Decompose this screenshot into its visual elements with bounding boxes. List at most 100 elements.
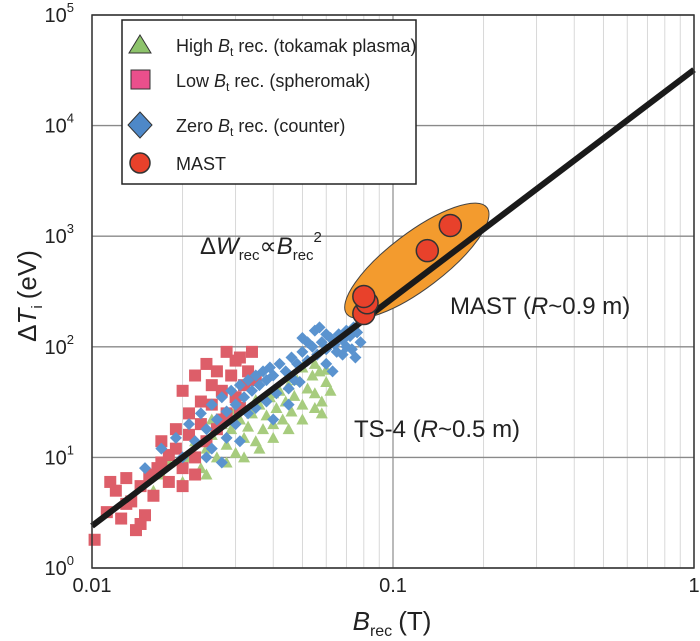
triangle-point [296,413,309,425]
diamond-point [220,405,233,418]
square-point [176,480,189,493]
triangle-point [270,401,283,413]
legend-label-low: Low Bt rec. (spheromak) [176,71,370,94]
diamond-point [245,384,258,397]
diamond-point [326,365,339,378]
legend-marker-square [130,69,151,90]
diamond-point [225,384,238,397]
triangle-point [308,387,321,399]
square-point [115,512,128,525]
triangle-point [225,423,238,435]
triangle-point [308,401,321,413]
diamond-point [267,369,280,382]
square-point [189,468,202,481]
square-point [182,428,195,441]
y-axis-title: ΔTi(eV) [12,250,46,342]
mast-points-layer [352,213,463,326]
diamond-point [210,413,223,426]
diamond-point [182,418,195,431]
x-tick-label: 1 [688,575,699,597]
square-point [162,449,175,462]
diamond-point [253,379,266,392]
triangle-point [315,407,328,419]
y-tick-label: 101 [45,442,74,469]
diamond-point [320,328,333,341]
diamond-point [267,413,280,426]
square-point [162,475,175,488]
scaling-annotation: ΔWrec∝Brec2 [200,229,322,264]
diamond-point [229,398,242,411]
legend-label-zero: Zero Bt rec. (counter) [176,116,345,139]
square-point [134,517,147,530]
square-point [245,345,258,358]
diamond-point [215,456,228,469]
y-tick-label: 105 [45,0,74,27]
x-tick-label: 0.01 [73,575,112,597]
triangle-point [301,382,314,394]
legend: High Bt rec. (tokamak plasma) Low Bt rec… [121,19,417,185]
square-point [215,384,228,397]
diamond-point [273,357,286,370]
square-point [229,354,242,367]
square-point [176,462,189,475]
triangle-point [308,357,321,369]
triangle-point [257,423,270,435]
y-tick-label: 102 [45,332,74,359]
diamond-point [200,423,213,436]
diamond-point [155,442,168,455]
triangle-point [296,398,309,410]
diamond-point [354,336,367,349]
legend-label-high: High Bt rec. (tokamak plasma) [176,36,416,59]
triangle-point [238,451,251,463]
diamond-point [200,451,213,464]
square-point [176,384,189,397]
triangle-point [200,468,213,480]
diamond-point [282,398,295,411]
triangle-point [315,395,328,407]
diamond-point [139,462,152,475]
diamond-point [233,435,246,448]
square-point [220,345,233,358]
diamond-point [169,431,182,444]
triangle-point [220,438,233,450]
square-point [225,369,238,382]
triangle-point [324,384,337,396]
square-point [104,475,117,488]
diamond-point [205,398,218,411]
diamond-point [249,369,262,382]
legend-marker-diamond [127,111,153,139]
diamond-point [301,336,314,349]
triangle-point [267,431,280,443]
diamond-point [238,391,251,404]
square-point [205,379,218,392]
triangle-point [288,389,301,401]
diamond-point [296,345,309,358]
points-layer [88,321,367,546]
diamond-point [233,379,246,392]
square-point [155,435,168,448]
triangle-point [229,446,242,458]
square-point [200,357,213,370]
square-point [182,407,195,420]
square-point [210,365,223,378]
legend-box [121,19,417,185]
y-tick-label: 104 [45,111,74,138]
fit-line [90,67,696,529]
tick-labels: 0.01 0.1 1 100 101 102 103 104 105 [45,0,700,597]
legend-marker-triangle [128,34,152,54]
mast-annotation: MAST (R~0.9 m) [450,293,630,320]
diamond-point [320,357,333,370]
diamond-point [194,407,207,420]
x-axis-title: Brec (T) [353,606,432,640]
square-point [169,423,182,436]
mast-point [438,213,463,238]
fit-line-layer [90,67,696,529]
triangle-point [282,423,295,435]
triangle-point [249,435,262,447]
diamond-point [215,391,228,404]
diamond-point [313,321,326,334]
diamond-point [220,431,233,444]
triangle-point [306,369,319,381]
x-tick-label: 0.1 [379,575,407,597]
